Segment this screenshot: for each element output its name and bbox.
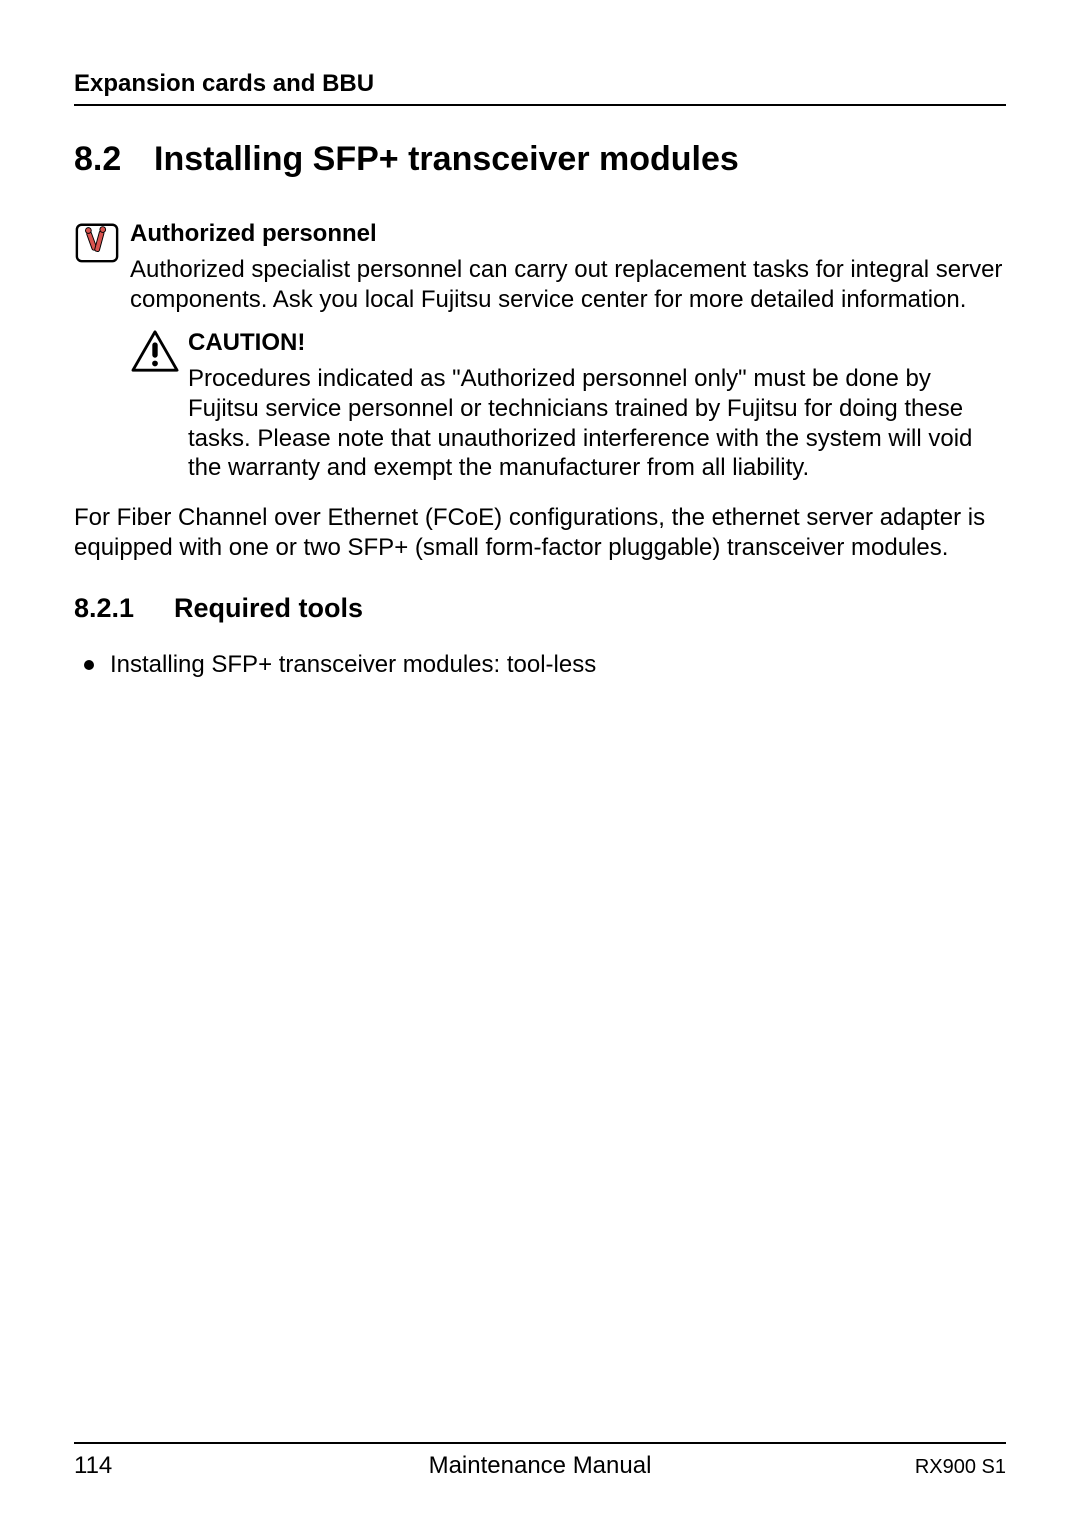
caution-title: CAUTION! [188,328,1006,358]
footer-rule [74,1442,1006,1444]
authorized-note-title: Authorized personnel [130,219,1006,249]
authorized-note-body: Authorized personnel Authorized speciali… [130,219,1006,314]
service-icon [74,219,122,270]
bullet-list: Installing SFP+ transceiver modules: too… [80,650,1006,680]
section-number: 8.2 [74,140,154,179]
list-item: Installing SFP+ transceiver modules: too… [80,650,1006,680]
intro-paragraph: For Fiber Channel over Ethernet (FCoE) c… [74,503,1006,563]
caution-icon [130,328,182,379]
subsection-title: Required tools [174,593,363,624]
caution-body: CAUTION! Procedures indicated as "Author… [188,328,1006,483]
footer-center: Maintenance Manual [74,1452,1006,1480]
section-title: Installing SFP+ transceiver modules [154,140,739,179]
authorized-note-text: Authorized specialist personnel can carr… [130,255,1006,315]
running-head: Expansion cards and BBU [74,70,1006,98]
document-page: Expansion cards and BBU 8.2 Installing S… [0,0,1080,1526]
header-rule [74,104,1006,106]
caution-text: Procedures indicated as "Authorized pers… [188,364,1006,483]
page-footer: 114 Maintenance Manual RX900 S1 [74,1442,1006,1480]
caution-note: CAUTION! Procedures indicated as "Author… [130,328,1006,483]
authorized-note: Authorized personnel Authorized speciali… [74,219,1006,314]
subsection-number: 8.2.1 [74,593,174,624]
section-heading: 8.2 Installing SFP+ transceiver modules [74,140,1006,179]
subsection-heading: 8.2.1 Required tools [74,593,1006,624]
